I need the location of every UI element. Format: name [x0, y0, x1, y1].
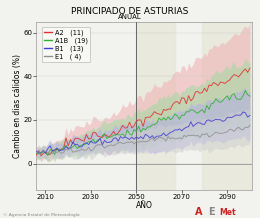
Text: ANUAL: ANUAL	[118, 14, 142, 20]
Bar	[136, 22, 175, 190]
X-axis label: AÑO: AÑO	[136, 201, 153, 210]
Text: A: A	[195, 207, 203, 217]
Legend: A2   (11), A1B   (19), B1   (13), E1   ( 4): A2 (11), A1B (19), B1 (13), E1 ( 4)	[42, 27, 90, 63]
Text: © Agencia Estatal de Meteorología: © Agencia Estatal de Meteorología	[3, 213, 79, 217]
Text: E: E	[208, 207, 214, 217]
Text: Met: Met	[220, 208, 236, 217]
Text: PRINCIPADO DE ASTURIAS: PRINCIPADO DE ASTURIAS	[71, 7, 189, 15]
Y-axis label: Cambio en dias cálidos (%): Cambio en dias cálidos (%)	[13, 54, 22, 158]
Bar	[202, 22, 252, 190]
